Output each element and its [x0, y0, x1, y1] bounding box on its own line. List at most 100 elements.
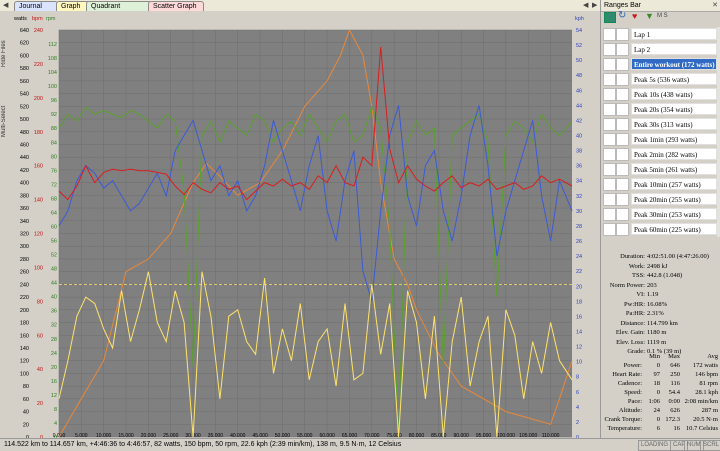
summary-row: Pa:HR: 2.31%	[600, 310, 720, 318]
range-item[interactable]: Peak 10s (438 watts)	[603, 87, 719, 101]
range-checkbox[interactable]	[603, 28, 616, 41]
watts-tick-label: 40	[23, 410, 29, 416]
series-line-heart-rate	[58, 46, 573, 201]
tab-journal[interactable]: Journal	[14, 1, 58, 11]
range-checkbox[interactable]	[616, 88, 629, 101]
range-checkbox[interactable]	[603, 133, 616, 146]
refresh-icon[interactable]: ↻	[618, 10, 627, 21]
range-checkbox[interactable]	[603, 163, 616, 176]
range-item[interactable]: Lap 1	[603, 27, 719, 41]
rpm-tick-label: 24	[51, 351, 57, 357]
range-checkbox[interactable]	[603, 118, 616, 131]
range-item-label: Peak 30min (253 watts)	[631, 208, 717, 220]
range-item[interactable]: Entire workout (172 watts)	[603, 57, 719, 71]
range-item[interactable]: Lap 2	[603, 42, 719, 56]
tab-scroll-right-icon[interactable]: ▶	[592, 2, 598, 9]
range-item[interactable]: Peak 20s (354 watts)	[603, 102, 719, 116]
watts-tick-label: 180	[20, 321, 29, 327]
series-line-power	[58, 271, 573, 438]
range-item-label: Peak 1min (293 watts)	[631, 133, 717, 145]
tab-graph[interactable]: Graph	[56, 1, 90, 11]
range-checkbox[interactable]	[616, 178, 629, 191]
kph-tick-label: 42	[576, 118, 582, 124]
kph-tick-label: 28	[576, 224, 582, 230]
range-item-label: Peak 60min (225 watts)	[631, 223, 717, 235]
summary-key: Work:	[628, 262, 645, 270]
range-item[interactable]: Peak 5min (261 watts)	[603, 162, 719, 176]
kph-tick-label: 52	[576, 43, 582, 49]
close-icon[interactable]: ✕	[712, 2, 718, 9]
range-item[interactable]: Peak 1min (293 watts)	[603, 132, 719, 146]
tab-scatter-graph[interactable]: Scatter Graph	[148, 1, 204, 11]
range-checkbox[interactable]	[616, 193, 629, 206]
watts-tick-label: 80	[23, 384, 29, 390]
tab-scroll-left-icon[interactable]: ◀	[3, 2, 9, 9]
range-checkbox[interactable]	[603, 103, 616, 116]
range-checkbox[interactable]	[616, 208, 629, 221]
range-checkbox[interactable]	[616, 133, 629, 146]
range-item[interactable]: Peak 30min (253 watts)	[603, 207, 719, 221]
range-item-label: Peak 10min (257 watts)	[631, 178, 717, 190]
kph-tick-label: 20	[576, 284, 582, 290]
range-checkbox[interactable]	[616, 118, 629, 131]
range-checkbox[interactable]	[616, 43, 629, 56]
rpm-tick-label: 88	[51, 126, 57, 132]
tab-quadrant-analysis[interactable]: Quadrant Analysis	[86, 1, 152, 19]
watts-tick-label: 140	[20, 346, 29, 352]
range-checkbox[interactable]	[603, 148, 616, 161]
watts-tick-label: 60	[23, 397, 29, 403]
range-checkbox[interactable]	[603, 223, 616, 236]
range-checkbox[interactable]	[603, 88, 616, 101]
ride-chart[interactable]: 0204060801001201401601802002202402602803…	[10, 11, 600, 438]
side-tab-ride-files[interactable]: Ride Files	[1, 40, 7, 67]
image-icon[interactable]	[604, 12, 616, 23]
range-checkbox[interactable]	[616, 223, 629, 236]
range-checkbox[interactable]	[603, 73, 616, 86]
range-item[interactable]: Peak 5s (536 watts)	[603, 72, 719, 86]
heart-icon[interactable]: ♥	[632, 11, 638, 21]
summary-value: 2498 kJ	[647, 262, 668, 270]
range-checkbox[interactable]	[616, 58, 629, 71]
range-checkbox[interactable]	[616, 73, 629, 86]
range-checkbox[interactable]	[616, 163, 629, 176]
range-checkbox[interactable]	[616, 28, 629, 41]
range-item[interactable]: Peak 10min (257 watts)	[603, 177, 719, 191]
x-tick-label: 75.000	[386, 433, 402, 438]
rpm-tick-label: 20	[51, 365, 57, 371]
watts-tick-label: 120	[20, 359, 29, 365]
stats-value-max: 16	[673, 425, 681, 432]
x-tick-label: 20.000	[141, 433, 157, 438]
range-checkbox[interactable]	[616, 103, 629, 116]
summary-row: VI: 1.19	[600, 291, 720, 299]
summary-value: 1.19	[647, 291, 659, 298]
range-item[interactable]: Peak 2min (282 watts)	[603, 147, 719, 161]
range-item[interactable]: Peak 30s (313 watts)	[603, 117, 719, 131]
range-item[interactable]: Peak 20min (255 watts)	[603, 192, 719, 206]
range-checkbox[interactable]	[603, 193, 616, 206]
range-checkbox[interactable]	[603, 43, 616, 56]
watts-tick-label: 280	[20, 257, 29, 263]
range-item-label: Peak 20s (354 watts)	[631, 103, 717, 115]
watts-tick-label: 300	[20, 244, 29, 250]
rpm-tick-label: 44	[51, 281, 57, 287]
range-checkbox[interactable]	[616, 148, 629, 161]
range-item[interactable]: Peak 60min (225 watts)	[603, 222, 719, 236]
tab-scroll-left-icon[interactable]: ◀	[583, 2, 589, 9]
range-checkbox[interactable]	[603, 178, 616, 191]
ranges-bar-header: Ranges Bar ✕	[601, 0, 720, 12]
series-line-speed	[58, 105, 573, 302]
stats-value-max: 54.4	[668, 389, 680, 396]
range-checkbox[interactable]	[603, 208, 616, 221]
bpm-tick-label: 120	[34, 232, 43, 238]
series-lines	[58, 28, 573, 438]
filter-icon[interactable]: ▼	[645, 11, 654, 21]
range-item-label: Peak 30s (313 watts)	[631, 118, 717, 130]
watts-tick-label: 480	[20, 130, 29, 136]
summary-value: 0.1 % (39 m)	[647, 348, 682, 355]
side-tab-multi-select[interactable]: Multi-Select	[1, 105, 7, 137]
kph-tick-label: 40	[576, 134, 582, 140]
kph-tick-label: 12	[576, 345, 582, 351]
ranges-scrollbar[interactable]	[717, 27, 720, 237]
summary-key: Grade:	[627, 348, 645, 355]
range-checkbox[interactable]	[603, 58, 616, 71]
